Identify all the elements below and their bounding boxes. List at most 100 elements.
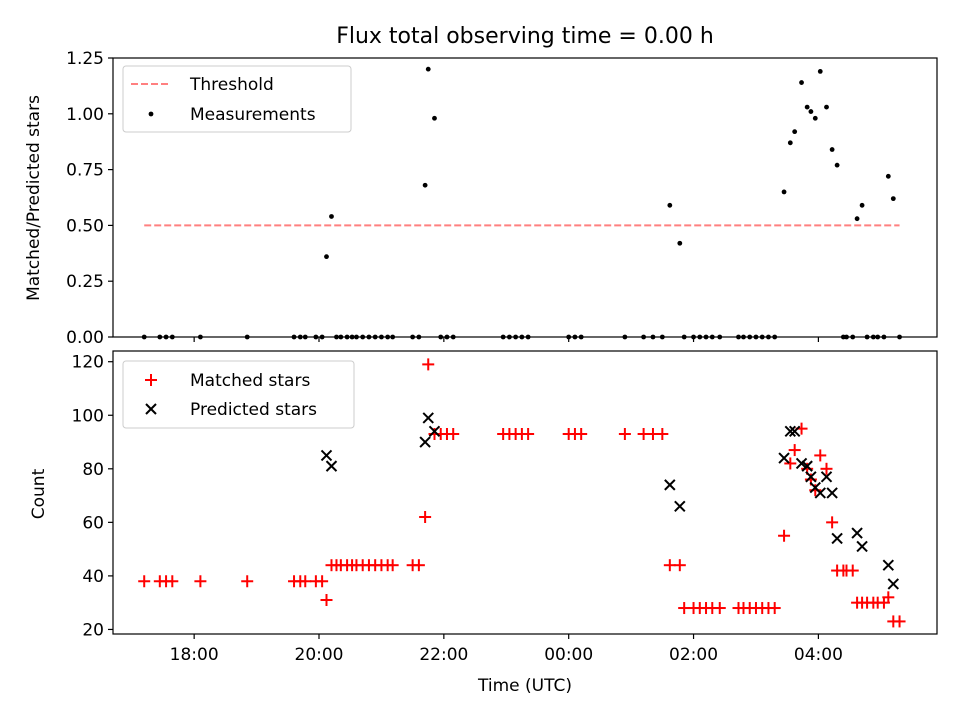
bottom-y-tick-label: 20: [82, 620, 104, 640]
matched-point: [138, 575, 151, 588]
top-panel: Matched/Predicted stars 0.00 0.25 0.50 0.75…: [24, 49, 938, 348]
predicted-point: [674, 500, 686, 512]
bottom-x-tick-label: 18:00: [170, 645, 219, 665]
matched-point: [522, 427, 535, 440]
measurement-point: [890, 196, 896, 202]
measurement-point: [804, 104, 810, 110]
predicted-point: [856, 540, 868, 553]
predicted-point: [784, 425, 797, 438]
measurement-point: [432, 115, 437, 121]
measurement-point: [824, 104, 829, 110]
matched-point: [422, 358, 435, 371]
top-y-tick-label: 0.50: [66, 216, 104, 236]
predicted-point: [664, 479, 676, 491]
chart-title: Flux total observing time = 0.00 h: [336, 24, 714, 49]
top-y-ticks: 0.00 0.25 0.50 0.75 1.00 1.25: [66, 49, 819, 348]
measurement-point: [324, 254, 329, 260]
legend-threshold-label: Threshold: [189, 75, 274, 95]
bottom-panel: Count 20 40 60 80 100 120 18:00 20:00 22:00 00:0…: [29, 350, 938, 696]
bottom-axes-frame: [112, 350, 938, 635]
bottom-y-tick-label: 120: [72, 353, 104, 373]
top-y-tick-label: 0.25: [66, 272, 104, 292]
predicted-point: [805, 471, 817, 483]
bottom-x-tick-label: 22:00: [419, 645, 468, 665]
legend-predicted-label: Predicted stars: [190, 400, 317, 420]
measurement-point: [422, 182, 428, 188]
predicted-point: [422, 412, 434, 424]
matched-point: [893, 615, 906, 628]
top-y-axis-label: Matched/Predicted stars: [24, 95, 44, 301]
predicted-point: [419, 436, 431, 448]
measurement-point: [854, 216, 860, 222]
predicted-point: [851, 527, 863, 539]
bottom-y-tick-label: 40: [82, 567, 104, 587]
measurement-point: [781, 189, 787, 195]
bottom-legend: Matched stars Predicted stars: [122, 360, 355, 429]
matched-point: [166, 575, 179, 588]
top-legend: Threshold Measurements: [122, 65, 352, 133]
matched-point: [673, 559, 686, 572]
predicted-point: [778, 452, 790, 464]
measurement-point: [834, 162, 840, 168]
matched-point: [846, 564, 859, 577]
top-y-tick-label: 0.75: [66, 161, 104, 181]
bottom-x-tick-label: 00:00: [544, 645, 593, 665]
measurement-point: [329, 214, 334, 219]
bottom-x-tick-label: 04:00: [794, 645, 843, 665]
measurement-point: [792, 129, 798, 135]
legend-matched-label: Matched stars: [190, 371, 310, 391]
x-axis-label: Time (UTC): [477, 676, 572, 696]
legend-measurements-swatch: [148, 111, 154, 117]
predicted-point: [820, 471, 833, 483]
predicted-point: [826, 487, 838, 499]
bottom-legend-box: [122, 360, 355, 429]
matched-point: [241, 575, 254, 588]
bottom-x-ticks: 18:00 20:00 22:00 00:00 02:00 04:00: [170, 634, 843, 665]
matched-point: [447, 427, 460, 440]
top-y-tick-label: 1.00: [66, 105, 104, 125]
matched-point: [412, 559, 425, 572]
matched-point: [316, 575, 329, 588]
bottom-x-tick-label: 20:00: [295, 645, 344, 665]
predicted-point: [788, 425, 801, 438]
matched-point: [575, 427, 588, 440]
bottom-y-tick-label: 60: [82, 513, 104, 533]
measurement-point: [799, 80, 804, 85]
bottom-y-tick-label: 80: [82, 460, 104, 480]
matched-point: [784, 457, 797, 470]
measurement-point: [859, 202, 865, 208]
matched-point: [656, 427, 669, 440]
matched-point: [778, 529, 791, 542]
predicted-point: [831, 532, 843, 545]
predicted-point: [882, 559, 895, 571]
matched-point: [814, 449, 827, 462]
top-axes-frame: [112, 57, 938, 338]
predicted-point: [320, 449, 333, 462]
top-legend-box: [122, 65, 352, 133]
matched-point: [419, 510, 432, 523]
measurement-point: [829, 147, 835, 152]
legend-predicted-swatch: [145, 403, 157, 415]
predicted-point: [428, 425, 441, 438]
measurement-point: [425, 66, 431, 72]
matched-point: [820, 462, 833, 475]
measurement-point: [677, 240, 683, 246]
predicted-point: [801, 460, 813, 472]
predicted-point: [795, 457, 808, 470]
matched-point: [386, 559, 399, 572]
measurement-point: [667, 202, 673, 208]
measurement-point: [808, 109, 814, 114]
matched-point: [194, 575, 207, 588]
top-y-tick-label: 0.00: [66, 328, 104, 348]
predicted-point: [887, 578, 900, 590]
matched-point: [299, 575, 312, 588]
bottom-y-axis-label: Count: [29, 468, 49, 519]
matched-point: [618, 427, 631, 440]
bottom-x-tick-label: 02:00: [669, 645, 718, 665]
predicted-point: [325, 460, 338, 472]
predicted-point: [814, 487, 826, 499]
measurement-point: [787, 140, 793, 146]
legend-matched-swatch: [145, 374, 157, 386]
bottom-plot-area: [138, 358, 906, 628]
